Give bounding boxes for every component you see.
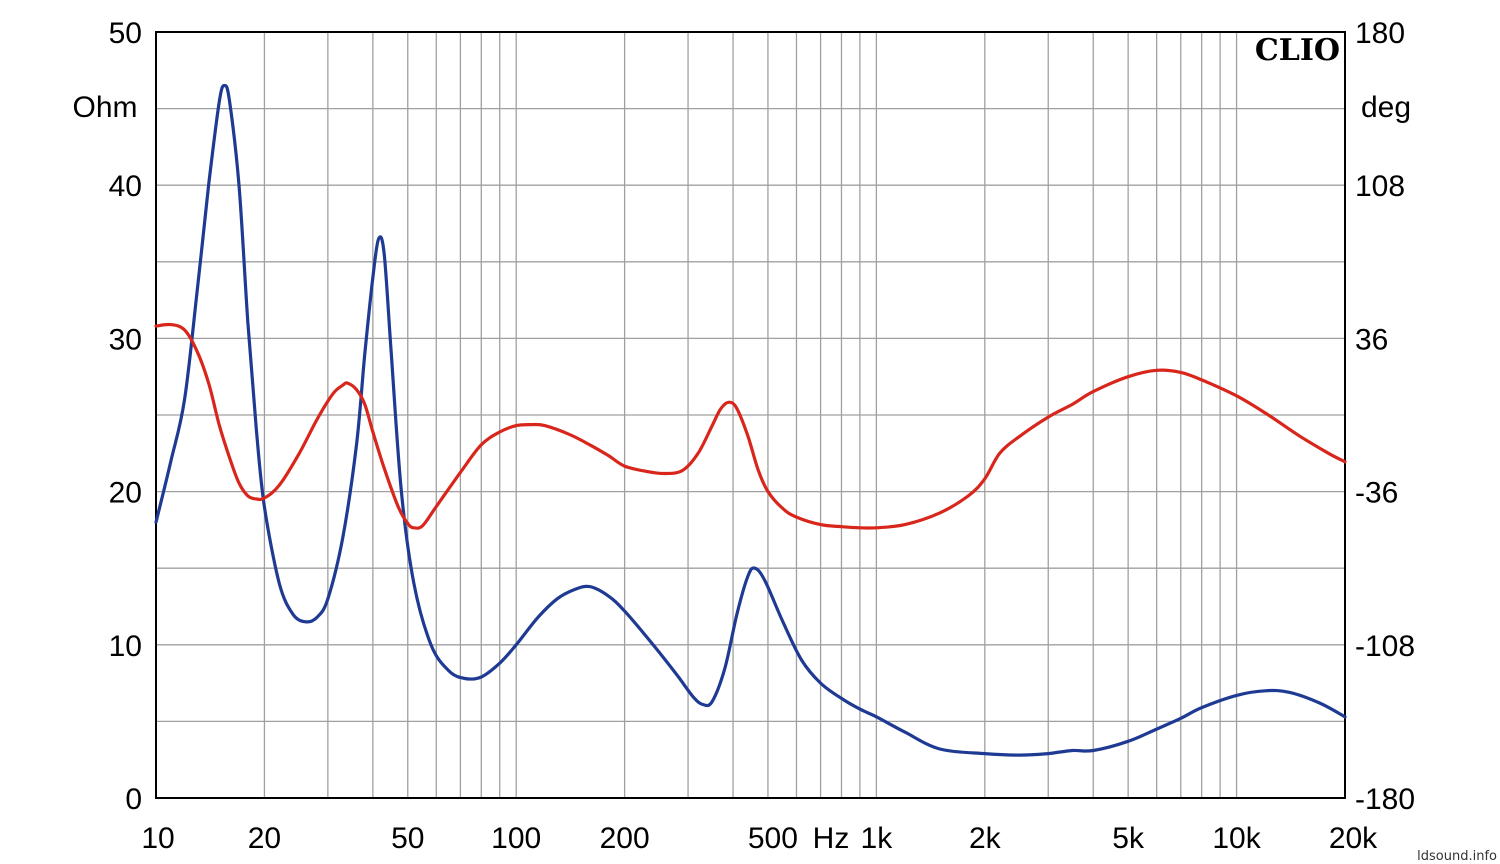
right-tick-label: 36 xyxy=(1355,323,1388,356)
series-group xyxy=(154,83,1347,757)
right-axis-unit: deg xyxy=(1361,91,1411,124)
left-tick-label: 40 xyxy=(109,170,142,203)
x-tick-label: 10k xyxy=(1212,822,1261,855)
x-tick-label: 50 xyxy=(391,822,424,855)
x-tick-label: 5k xyxy=(1112,822,1145,855)
clio-brand-label: CLIO xyxy=(1255,33,1340,68)
plot-frame xyxy=(155,31,1346,799)
phase-series-line xyxy=(154,322,1347,530)
watermark-text: ldsound.info xyxy=(1417,849,1497,864)
left-tick-label: 20 xyxy=(109,477,142,510)
left-axis-unit: Ohm xyxy=(72,91,137,124)
x-tick-label: 200 xyxy=(600,822,650,855)
left-tick-label: 10 xyxy=(109,630,142,663)
x-tick-label: 2k xyxy=(969,822,1002,855)
x-tick-label: 500 xyxy=(748,822,798,855)
tick-labels: 10 20 50 100 200 500 1k 2k 5k 10k 20k 0 10 20 30 40 50 -1… xyxy=(109,17,1415,855)
grid xyxy=(156,32,1345,798)
x-axis-unit: Hz xyxy=(813,822,850,855)
right-tick-label: -36 xyxy=(1355,477,1398,510)
impedance-series-line xyxy=(154,83,1347,757)
x-tick-label: 20 xyxy=(248,822,281,855)
left-tick-label: 30 xyxy=(109,323,142,356)
left-tick-label: 50 xyxy=(109,17,142,50)
x-tick-label: 10 xyxy=(141,822,174,855)
x-tick-label: 100 xyxy=(491,822,541,855)
right-tick-label: -180 xyxy=(1355,783,1415,816)
left-tick-label: 0 xyxy=(125,783,142,816)
x-tick-label: 1k xyxy=(861,822,894,855)
right-tick-label: 108 xyxy=(1355,170,1405,203)
right-tick-label: -108 xyxy=(1355,630,1415,663)
right-tick-label: 180 xyxy=(1355,17,1405,50)
x-tick-label: 20k xyxy=(1329,822,1378,855)
